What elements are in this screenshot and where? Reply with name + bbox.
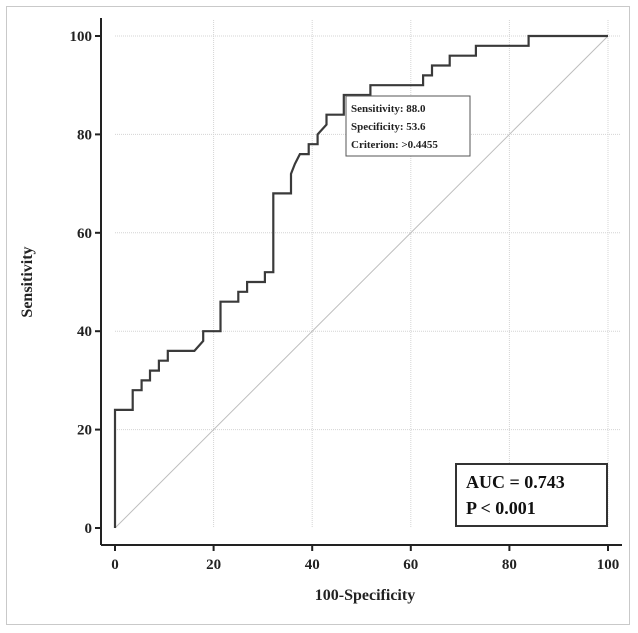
y-tick-label-40: 40 [77, 324, 92, 340]
x-tick-label-60: 60 [403, 557, 418, 573]
x-tick-label-80: 80 [502, 557, 517, 573]
roc-curve [113, 34, 608, 528]
y-tick-label-20: 20 [77, 423, 92, 439]
cutoff-annotation: Sensitivity: 88.0 Specificity: 53.6 Crit… [345, 95, 471, 157]
y-axis-title: Sensitivity [19, 246, 36, 317]
y-tick-label-60: 60 [77, 226, 92, 242]
axes [100, 18, 622, 546]
x-tick-label-100: 100 [597, 557, 620, 573]
cutoff-criterion: Criterion: >0.4455 [351, 139, 438, 151]
y-ticks: 0 20 40 60 80 100 [70, 29, 101, 537]
y-tick-label-100: 100 [70, 29, 93, 45]
y-tick-label-0: 0 [85, 521, 93, 537]
x-tick-label-0: 0 [111, 557, 119, 573]
auc-label: AUC = 0.743 [466, 472, 565, 492]
cutoff-specificity: Specificity: 53.6 [351, 121, 426, 133]
cutoff-box [345, 95, 471, 157]
stats-annotation: AUC = 0.743 P < 0.001 [455, 463, 608, 527]
p-value-label: P < 0.001 [466, 498, 536, 518]
cutoff-sensitivity: Sensitivity: 88.0 [351, 103, 426, 115]
x-axis-title: 100-Specificity [315, 587, 415, 604]
stats-box [455, 463, 608, 527]
reference-diagonal [114, 35, 609, 529]
y-tick-label-80: 80 [77, 127, 92, 143]
x-tick-label-20: 20 [206, 557, 221, 573]
x-ticks: 0 20 40 60 80 100 [111, 545, 619, 573]
x-tick-label-40: 40 [305, 557, 320, 573]
